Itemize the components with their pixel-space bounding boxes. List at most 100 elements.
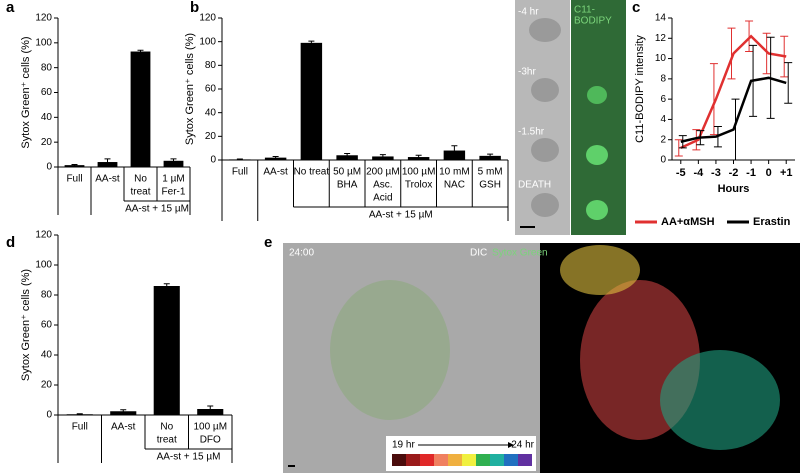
x-tick-label: 1 µM bbox=[162, 174, 184, 185]
y-tick-label: 10 bbox=[655, 53, 667, 64]
error-bar bbox=[678, 135, 687, 149]
x-tick-label: Full bbox=[66, 174, 82, 185]
bar bbox=[153, 286, 180, 415]
error-bar bbox=[762, 32, 771, 75]
panel-letter: e bbox=[264, 234, 272, 251]
error-bar bbox=[784, 62, 793, 104]
error-bar bbox=[692, 129, 701, 151]
x-tick-label: AA-st bbox=[95, 174, 120, 185]
error-bar bbox=[137, 49, 144, 54]
bodipy-image bbox=[571, 0, 626, 235]
tracked-cells bbox=[660, 350, 780, 450]
y-tick-label: 4 bbox=[660, 114, 666, 125]
y-tick-label: 80 bbox=[41, 62, 53, 73]
x-tick-label: NAC bbox=[444, 180, 465, 191]
image-label: -3hr bbox=[518, 67, 536, 78]
x-tick-label: Acid bbox=[373, 193, 392, 204]
error-bar bbox=[120, 409, 127, 414]
error-bar bbox=[170, 158, 177, 164]
sytox-overlay bbox=[330, 280, 450, 420]
x-tick-label: treat bbox=[157, 435, 177, 446]
x-tick-label: treat bbox=[130, 187, 150, 198]
y-axis-label: Sytox Green⁺ cells (%) bbox=[184, 33, 196, 145]
cell-signal bbox=[587, 86, 607, 104]
y-tick-label: 0 bbox=[210, 155, 216, 166]
error-bar bbox=[766, 36, 775, 119]
x-tick-label: 100 µM bbox=[402, 167, 436, 178]
error-bar bbox=[76, 413, 83, 416]
y-tick-label: 40 bbox=[41, 112, 53, 123]
scale-start: 19 hr bbox=[392, 440, 415, 451]
panel-letter: b bbox=[190, 0, 199, 16]
error-bar bbox=[207, 405, 214, 413]
x-tick-label: No bbox=[160, 422, 173, 433]
cell bbox=[531, 78, 559, 102]
cell-signal bbox=[586, 145, 608, 165]
y-tick-label: 40 bbox=[41, 350, 53, 361]
error-bar bbox=[731, 98, 740, 161]
y-tick-label: 40 bbox=[205, 107, 217, 118]
x-tick-label: AA-st bbox=[111, 422, 136, 433]
bar bbox=[300, 42, 323, 160]
channel-label: C11- bbox=[574, 5, 595, 16]
error-bar bbox=[308, 40, 315, 46]
y-tick-label: 80 bbox=[41, 290, 53, 301]
error-bar bbox=[104, 158, 111, 166]
y-tick-label: 2 bbox=[660, 134, 666, 145]
y-axis-label: Sytox Green⁺ cells (%) bbox=[20, 36, 32, 148]
y-tick-label: 0 bbox=[46, 162, 52, 173]
y-tick-label: 120 bbox=[35, 230, 52, 241]
scale-end: 24 hr bbox=[511, 440, 534, 451]
y-tick-label: 60 bbox=[41, 87, 53, 98]
error-bar bbox=[379, 154, 386, 159]
y-tick-label: 0 bbox=[660, 155, 666, 166]
x-tick-label: No bbox=[134, 174, 147, 185]
image-label: -4 hr bbox=[518, 7, 539, 18]
x-tick-label: Asc. bbox=[373, 180, 392, 191]
x-tick-label: AA-st bbox=[263, 167, 288, 178]
legend-label: Erastin bbox=[753, 216, 791, 228]
x-tick-label: GSH bbox=[479, 180, 501, 191]
error-bar bbox=[696, 130, 705, 146]
x-tick-label: -1 bbox=[746, 167, 756, 179]
error-bar bbox=[727, 27, 736, 80]
y-tick-label: 0 bbox=[46, 410, 52, 421]
x-tick-label: Fer-1 bbox=[162, 187, 186, 198]
x-tick-label: -3 bbox=[711, 167, 721, 179]
group-label: AA-st + 15 µM bbox=[369, 210, 433, 221]
panel-letter: c bbox=[632, 0, 640, 16]
x-tick-label: 50 µM bbox=[333, 167, 361, 178]
legend-label: AA+αMSH bbox=[661, 216, 715, 228]
error-bar bbox=[272, 155, 279, 160]
x-tick-label: No treat bbox=[294, 167, 330, 178]
y-tick-label: 8 bbox=[660, 73, 666, 84]
bar bbox=[336, 155, 358, 160]
error-bar bbox=[713, 126, 722, 148]
series-line bbox=[680, 34, 787, 149]
x-tick-label: Full bbox=[232, 167, 248, 178]
x-tick-label: 5 mM bbox=[478, 167, 503, 178]
x-tick-label: -4 bbox=[693, 167, 704, 179]
y-tick-label: 20 bbox=[41, 380, 53, 391]
error-bar bbox=[236, 158, 243, 161]
error-bar bbox=[745, 20, 754, 52]
cell bbox=[531, 193, 559, 217]
x-tick-label: Full bbox=[72, 422, 88, 433]
x-tick-label: 0 bbox=[766, 167, 772, 179]
x-tick-label: -2 bbox=[729, 167, 739, 179]
y-tick-label: 6 bbox=[660, 94, 666, 105]
error-bar bbox=[451, 145, 458, 156]
image-label: DEATH bbox=[518, 180, 551, 191]
cell bbox=[529, 18, 561, 42]
image-label: -1.5hr bbox=[518, 127, 545, 138]
error-bar bbox=[163, 283, 170, 289]
y-tick-label: 100 bbox=[199, 36, 216, 47]
error-bar bbox=[415, 154, 422, 160]
y-axis-label: Sytox Green⁺ cells (%) bbox=[20, 269, 32, 381]
y-tick-label: 80 bbox=[205, 60, 217, 71]
cell-signal bbox=[586, 200, 608, 220]
channel-label: Sytox Green bbox=[492, 248, 548, 259]
group-label: AA-st + 15 µM bbox=[125, 204, 189, 215]
y-tick-label: 120 bbox=[199, 13, 216, 24]
